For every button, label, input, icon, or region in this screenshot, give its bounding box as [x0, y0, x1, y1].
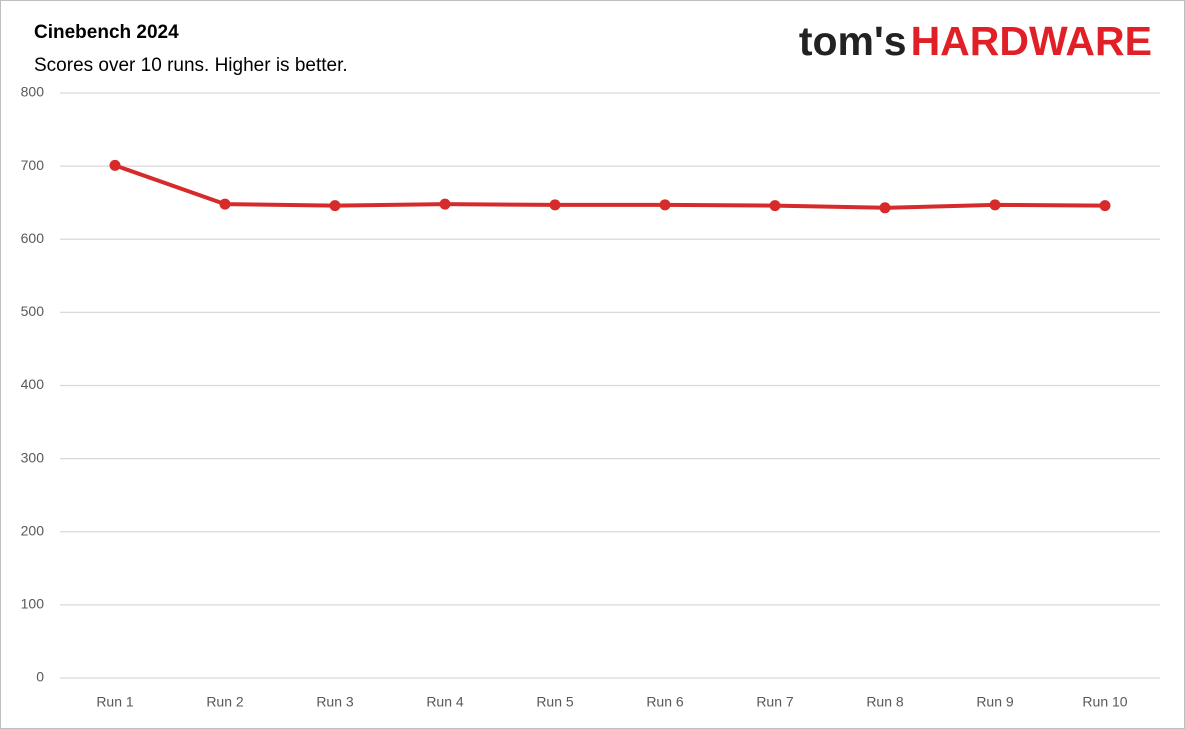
chart-title: Cinebench 2024 — [34, 22, 179, 43]
y-tick-label: 500 — [21, 303, 45, 319]
data-point — [219, 198, 231, 210]
x-tick-label: Run 3 — [316, 694, 354, 710]
plot — [109, 159, 1111, 214]
x-tick-label: Run 9 — [976, 694, 1014, 710]
y-tick-label: 400 — [21, 376, 45, 392]
data-point — [329, 200, 341, 212]
y-tick-label: 200 — [21, 522, 45, 538]
x-tick-label: Run 5 — [536, 694, 574, 710]
logo-brand: HARDWARE — [911, 18, 1152, 64]
y-tick-label: 100 — [21, 596, 45, 612]
y-tick-label: 600 — [21, 230, 45, 246]
y-tick-label: 700 — [21, 157, 45, 173]
chart-subtitle: Scores over 10 runs. Higher is better. — [34, 55, 348, 76]
data-line — [114, 163, 1106, 210]
data-point — [549, 199, 561, 211]
x-tick-label: Run 4 — [426, 694, 464, 710]
x-tick-label: Run 6 — [646, 694, 684, 710]
x-tick-label: Run 2 — [206, 694, 244, 710]
data-point — [659, 199, 671, 211]
y-tick-label: 0 — [36, 669, 44, 685]
data-point — [769, 200, 781, 212]
logo: tom'sHARDWARE — [799, 18, 1152, 64]
y-tick-label: 800 — [21, 84, 45, 100]
x-tick-label: Run 1 — [96, 694, 134, 710]
data-point — [109, 159, 121, 171]
x-tick-label: Run 8 — [866, 694, 904, 710]
logo-prefix: tom's — [799, 18, 907, 64]
x-tick-label: Run 10 — [1082, 694, 1127, 710]
data-point — [989, 199, 1001, 211]
data-point — [1099, 200, 1111, 212]
data-point — [879, 202, 891, 214]
grid: 0 100 200 300 400 500 600 700 800 Run 1 Run 2 Run 3… — [21, 84, 1160, 710]
data-point — [439, 198, 451, 210]
x-tick-label: Run 7 — [756, 694, 794, 710]
y-tick-label: 300 — [21, 449, 45, 465]
